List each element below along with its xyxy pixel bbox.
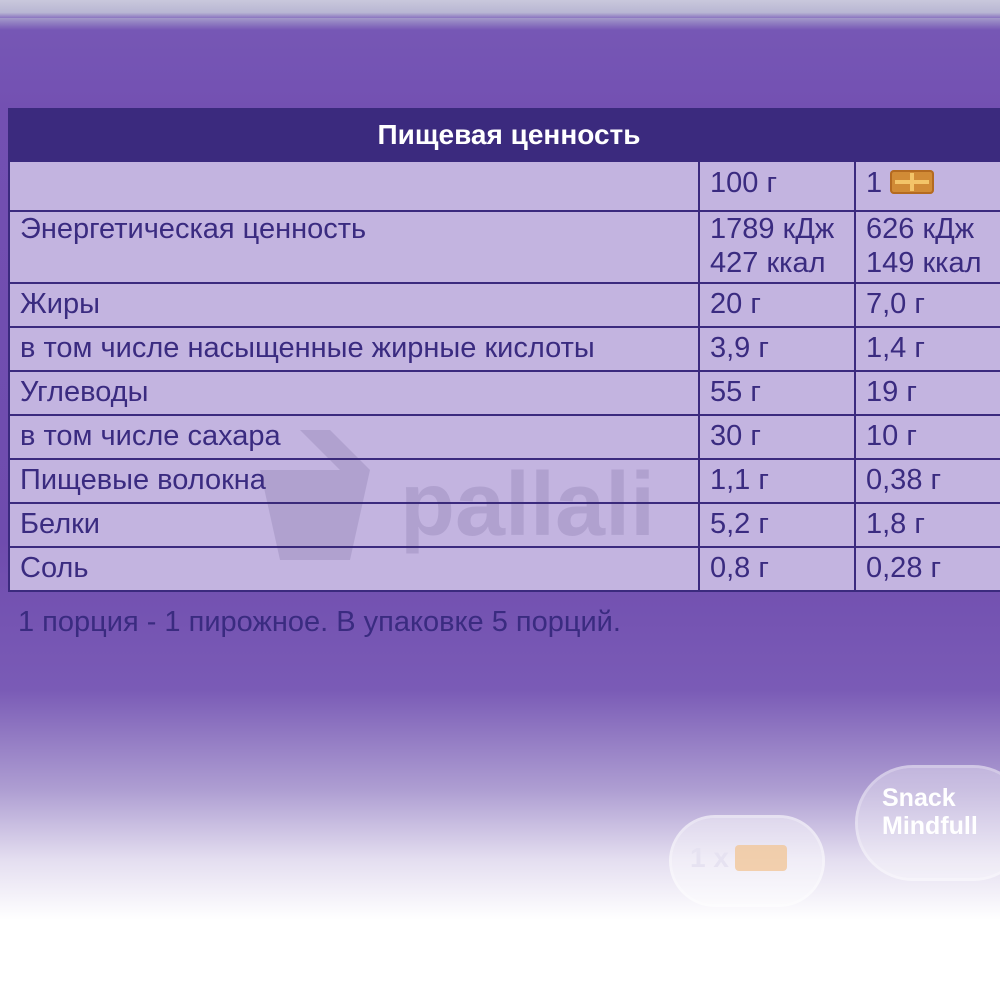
row-label: Углеводы bbox=[8, 370, 700, 416]
table-row: 100 г 1 bbox=[8, 160, 1000, 212]
column-portion-prefix: 1 bbox=[866, 167, 883, 199]
nutrition-table: Пищевая ценность 100 г 1 Энергетическая … bbox=[7, 108, 1000, 592]
table-row: Углеводы 55 г 19 г bbox=[8, 370, 1000, 416]
row-label: Жиры bbox=[8, 282, 700, 328]
footnote: 1 порция - 1 пирожное. В упаковке 5 порц… bbox=[18, 606, 621, 638]
value-100g: 1789 кДж 427 ккал bbox=[698, 210, 856, 284]
table-row: в том числе сахара 30 г 10 г bbox=[8, 414, 1000, 460]
value-portion: 626 кДж 149 ккал bbox=[853, 210, 1000, 284]
row-label: Пищевые волокна bbox=[8, 458, 700, 504]
serving-label: 1 x bbox=[690, 842, 729, 873]
energy-kcal-100g: 427 ккал bbox=[710, 247, 826, 279]
value-100g: 0,8 г bbox=[698, 546, 856, 592]
package-top-edge bbox=[0, 0, 1000, 18]
snack-mindfully-logo: Snack Mindfull bbox=[882, 784, 978, 840]
value-portion: 1,8 г bbox=[853, 502, 1000, 548]
column-100g: 100 г bbox=[698, 160, 856, 212]
value-portion: 7,0 г bbox=[853, 282, 1000, 328]
table-row: Белки 5,2 г 1,8 г bbox=[8, 502, 1000, 548]
value-portion: 0,28 г bbox=[853, 546, 1000, 592]
cookie-icon bbox=[890, 170, 935, 194]
value-100g: 20 г bbox=[698, 282, 856, 328]
cookie-icon bbox=[734, 845, 787, 871]
empty-label-cell bbox=[8, 160, 700, 212]
energy-kj-portion: 626 кДж bbox=[866, 213, 975, 245]
table-row: в том числе насыщенные жирные кислоты 3,… bbox=[8, 326, 1000, 372]
table-row: Соль 0,8 г 0,28 г bbox=[8, 546, 1000, 592]
snack-mindfully-badge bbox=[858, 768, 1000, 878]
value-portion: 0,38 г bbox=[853, 458, 1000, 504]
value-100g: 1,1 г bbox=[698, 458, 856, 504]
serving-badge-text: 1 x bbox=[690, 842, 787, 874]
snack-line-1: Snack bbox=[882, 784, 956, 812]
value-portion: 19 г bbox=[853, 370, 1000, 416]
row-label: в том числе сахара bbox=[8, 414, 700, 460]
table-header-row: Пищевая ценность bbox=[7, 108, 1000, 162]
row-label: Белки bbox=[8, 502, 700, 548]
value-100g: 5,2 г bbox=[698, 502, 856, 548]
table-row: Жиры 20 г 7,0 г bbox=[8, 282, 1000, 328]
row-label: Соль bbox=[8, 546, 700, 592]
value-portion: 1,4 г bbox=[853, 326, 1000, 372]
value-100g: 30 г bbox=[698, 414, 856, 460]
energy-kcal-portion: 149 ккал bbox=[866, 247, 982, 279]
value-portion: 10 г bbox=[853, 414, 1000, 460]
table-row: Энергетическая ценность 1789 кДж 427 ккал… bbox=[8, 210, 1000, 284]
table-row: Пищевые волокна 1,1 г 0,38 г bbox=[8, 458, 1000, 504]
table-title: Пищевая ценность bbox=[7, 108, 1000, 162]
value-100g: 3,9 г bbox=[698, 326, 856, 372]
row-label: Энергетическая ценность bbox=[8, 210, 700, 284]
snack-line-2: Mindfull bbox=[882, 812, 978, 840]
value-100g: 55 г bbox=[698, 370, 856, 416]
row-label: в том числе насыщенные жирные кислоты bbox=[8, 326, 700, 372]
column-portion: 1 bbox=[853, 160, 1000, 212]
energy-kj-100g: 1789 кДж bbox=[710, 213, 835, 245]
